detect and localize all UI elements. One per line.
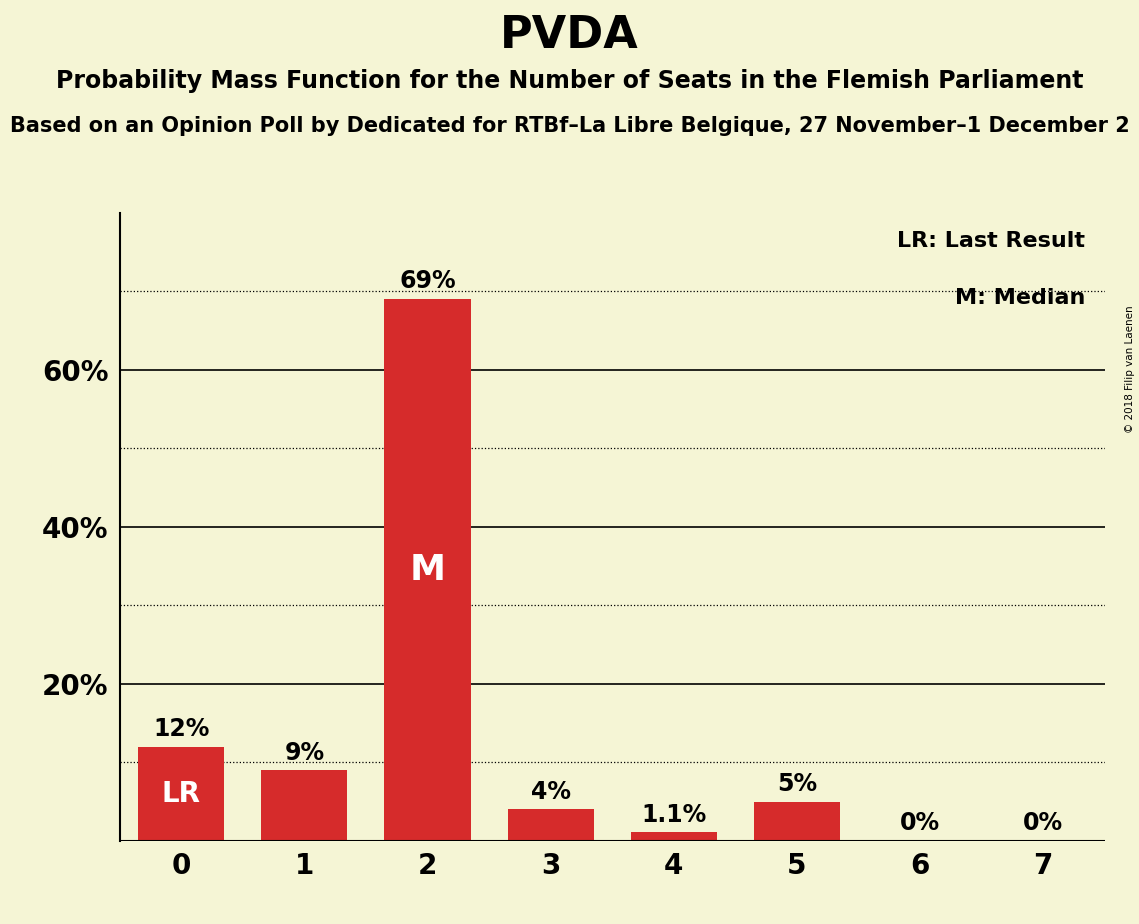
Text: 69%: 69% xyxy=(399,270,456,294)
Text: LR: Last Result: LR: Last Result xyxy=(898,231,1085,251)
Text: Based on an Opinion Poll by Dedicated for RTBf–La Libre Belgique, 27 November–1 : Based on an Opinion Poll by Dedicated fo… xyxy=(9,116,1130,136)
Text: LR: LR xyxy=(162,780,200,808)
Bar xyxy=(138,747,224,841)
Text: 1.1%: 1.1% xyxy=(641,803,706,827)
Bar xyxy=(508,809,593,841)
Bar xyxy=(261,771,347,841)
Text: © 2018 Filip van Laenen: © 2018 Filip van Laenen xyxy=(1125,306,1134,433)
Text: 9%: 9% xyxy=(285,741,325,765)
Text: 0%: 0% xyxy=(1023,811,1064,835)
Text: PVDA: PVDA xyxy=(500,14,639,57)
Text: 12%: 12% xyxy=(153,717,210,741)
Bar xyxy=(631,833,716,841)
Text: 0%: 0% xyxy=(900,811,940,835)
Text: M: Median: M: Median xyxy=(954,288,1085,308)
Text: 5%: 5% xyxy=(777,772,817,796)
Text: Probability Mass Function for the Number of Seats in the Flemish Parliament: Probability Mass Function for the Number… xyxy=(56,69,1083,93)
Bar xyxy=(384,299,470,841)
Bar xyxy=(754,801,841,841)
Text: M: M xyxy=(410,553,445,587)
Text: 4%: 4% xyxy=(531,780,571,804)
